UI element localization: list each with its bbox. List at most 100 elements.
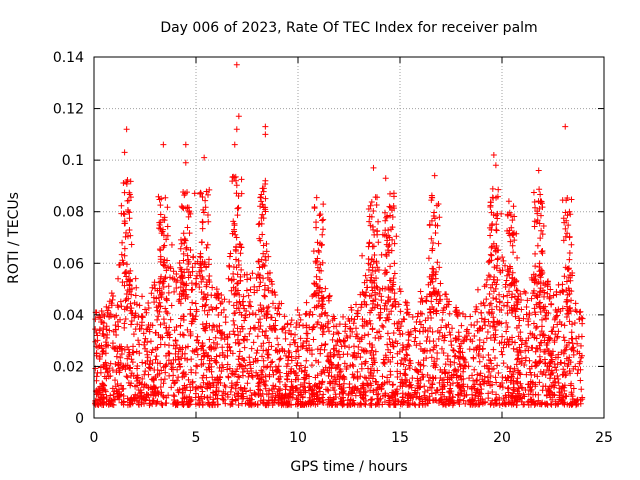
data-point — [508, 304, 515, 311]
data-point — [568, 335, 575, 342]
data-point — [503, 394, 510, 401]
data-point — [518, 360, 525, 367]
data-point — [500, 360, 507, 367]
data-point — [161, 275, 168, 282]
data-point — [420, 328, 427, 335]
data-point — [348, 304, 355, 311]
data-point — [457, 384, 464, 391]
data-point — [389, 354, 396, 361]
data-point — [555, 328, 562, 335]
data-point — [382, 317, 389, 324]
data-point — [333, 323, 340, 330]
data-point — [527, 387, 534, 394]
data-point — [563, 217, 570, 224]
data-point — [272, 383, 279, 390]
data-point — [179, 274, 186, 281]
data-point — [561, 369, 568, 376]
data-point — [529, 399, 536, 406]
data-point — [439, 309, 446, 316]
data-point — [404, 401, 411, 408]
data-point — [564, 310, 571, 317]
data-point — [534, 210, 541, 217]
data-point — [500, 395, 507, 402]
data-point — [142, 397, 149, 404]
data-point — [245, 373, 252, 380]
data-point — [374, 367, 381, 374]
data-point — [462, 334, 469, 341]
data-point — [213, 353, 220, 360]
data-point — [248, 345, 255, 352]
data-point — [375, 390, 382, 397]
data-point — [480, 299, 487, 306]
data-point — [402, 372, 409, 379]
data-point — [560, 366, 567, 373]
data-point — [287, 321, 294, 328]
data-point — [376, 328, 383, 335]
data-point — [550, 292, 557, 299]
data-point — [162, 363, 169, 370]
data-point — [259, 201, 266, 208]
data-point — [365, 331, 372, 338]
data-point — [215, 311, 222, 318]
data-point — [157, 247, 164, 254]
data-point — [544, 290, 551, 297]
data-point — [446, 388, 453, 395]
data-point — [189, 264, 196, 271]
data-point — [183, 291, 190, 298]
data-point — [333, 347, 340, 354]
data-point — [381, 270, 388, 277]
data-point — [177, 331, 184, 338]
data-point — [212, 392, 219, 399]
data-point — [394, 390, 401, 397]
data-point — [282, 335, 289, 342]
data-point — [163, 236, 170, 243]
data-point — [187, 401, 194, 408]
data-point — [262, 373, 269, 380]
data-point — [121, 245, 128, 252]
data-point — [551, 337, 558, 344]
data-point — [442, 398, 449, 405]
data-point — [206, 402, 213, 409]
data-point — [333, 401, 340, 408]
data-point — [493, 247, 500, 254]
data-point — [295, 353, 302, 360]
data-point — [109, 296, 116, 303]
data-point — [202, 302, 209, 309]
data-point — [316, 276, 323, 283]
data-point — [403, 346, 410, 353]
data-point — [483, 362, 490, 369]
data-point — [507, 238, 514, 245]
data-point — [203, 281, 210, 288]
data-point — [435, 336, 442, 343]
data-point — [144, 326, 151, 333]
data-point — [292, 385, 299, 392]
data-point — [378, 251, 385, 258]
data-point — [509, 373, 516, 380]
data-point — [239, 325, 246, 332]
data-point — [193, 306, 200, 313]
data-point — [382, 175, 389, 182]
data-point — [568, 346, 575, 353]
data-point — [517, 291, 524, 298]
data-point — [119, 279, 126, 286]
data-point — [252, 325, 259, 332]
data-point — [294, 306, 301, 313]
data-point — [389, 303, 396, 310]
data-point — [157, 225, 164, 232]
data-point — [471, 322, 478, 329]
data-point — [375, 218, 382, 225]
data-point — [459, 310, 466, 317]
data-point — [199, 258, 206, 265]
data-point — [258, 256, 265, 263]
data-point — [309, 311, 316, 318]
data-point — [118, 303, 125, 310]
data-point — [139, 293, 146, 300]
data-point — [451, 359, 458, 366]
data-point — [187, 330, 194, 337]
data-point — [386, 203, 393, 210]
data-point — [494, 362, 501, 369]
data-point — [403, 310, 410, 317]
data-point — [310, 248, 317, 255]
data-point — [178, 355, 185, 362]
data-point — [262, 131, 269, 138]
